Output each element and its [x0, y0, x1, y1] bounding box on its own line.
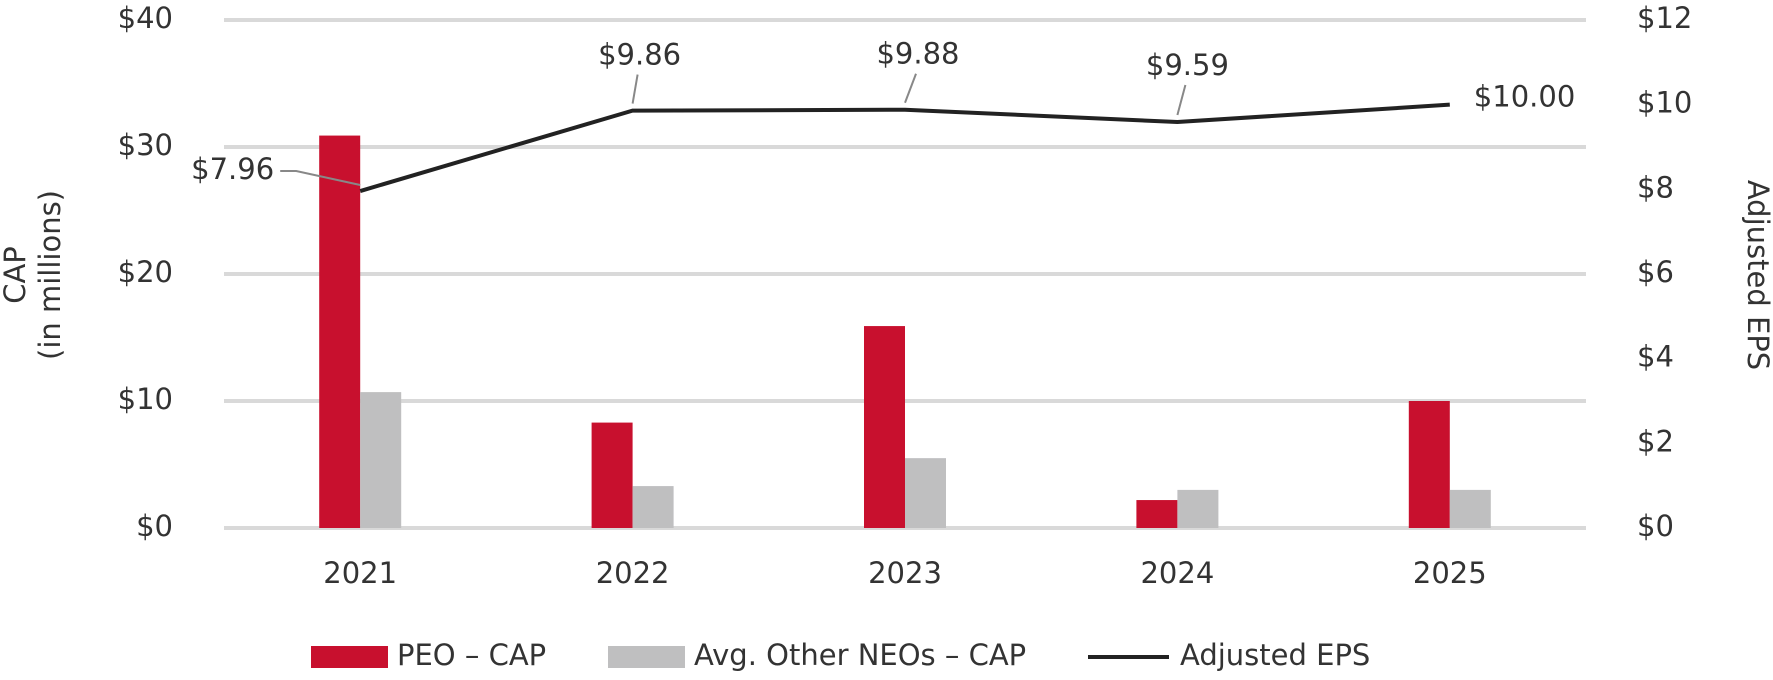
y-tick-label: $40: [118, 1, 173, 35]
legend-swatch: [311, 646, 388, 668]
y2-tick-label: $8: [1637, 170, 1674, 204]
y2-tick-label: $12: [1637, 1, 1692, 35]
y-tick-label: $0: [136, 509, 173, 543]
bar: [632, 486, 674, 528]
legend-label: PEO – CAP: [397, 638, 546, 672]
bar: [1408, 401, 1450, 528]
data-label: $9.88: [876, 37, 959, 71]
bar: [1177, 489, 1219, 528]
x-tick-label: 2023: [868, 556, 942, 590]
bar: [360, 392, 402, 528]
bar: [905, 458, 946, 528]
x-tick-label: 2024: [1140, 556, 1214, 590]
y2-tick-label: $10: [1637, 86, 1692, 120]
data-label: $9.86: [598, 38, 681, 72]
leader-line: [631, 74, 639, 104]
bar: [1449, 489, 1491, 528]
legend-label: Adjusted EPS: [1180, 638, 1370, 672]
leader-line: [904, 73, 917, 104]
y2-axis-label: Adjusted EPS: [1741, 180, 1773, 370]
y2-tick-label: $4: [1637, 340, 1674, 374]
line: [359, 102, 1450, 193]
leader-line: [1176, 84, 1187, 116]
y-axis-label: (in millions): [33, 190, 67, 360]
y-tick-label: $30: [118, 128, 173, 162]
leader-line: [280, 170, 361, 187]
y2-tick-label: $2: [1637, 424, 1674, 458]
y-tick-label: $10: [118, 382, 173, 416]
y2-tick-label: $0: [1637, 509, 1674, 543]
bar: [319, 135, 361, 528]
x-tick-label: 2022: [596, 556, 670, 590]
data-label: $10.00: [1474, 80, 1575, 114]
y-axis-label: CAP: [0, 246, 32, 304]
y-tick-label: $20: [118, 255, 173, 289]
x-tick-label: 2025: [1413, 556, 1487, 590]
data-label: $9.59: [1146, 48, 1229, 82]
x-tick-label: 2021: [323, 556, 397, 590]
legend-label: Avg. Other NEOs – CAP: [694, 638, 1026, 672]
bar: [591, 422, 633, 528]
y2-tick-label: $6: [1637, 255, 1674, 289]
legend-swatch: [608, 646, 685, 668]
data-label: $7.96: [191, 152, 274, 186]
bar: [864, 326, 905, 528]
bar: [1136, 500, 1178, 528]
